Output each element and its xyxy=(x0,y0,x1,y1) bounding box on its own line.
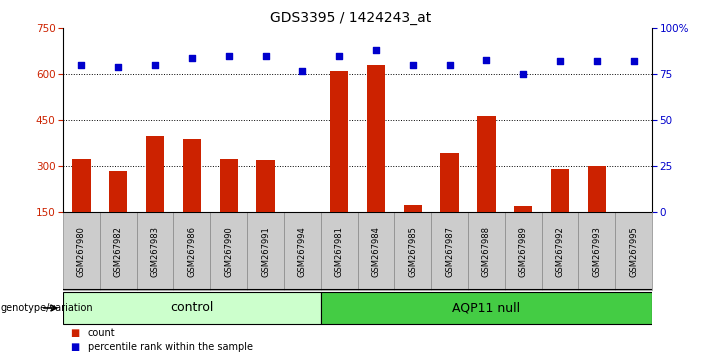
Point xyxy=(517,72,529,77)
Bar xyxy=(320,292,652,324)
Text: GSM267989: GSM267989 xyxy=(519,226,528,277)
Text: GSM267987: GSM267987 xyxy=(445,226,454,277)
Text: GSM267993: GSM267993 xyxy=(592,226,601,277)
Bar xyxy=(330,71,348,212)
Text: GSM267992: GSM267992 xyxy=(555,226,564,277)
Text: GDS3395 / 1424243_at: GDS3395 / 1424243_at xyxy=(270,11,431,25)
Point xyxy=(76,62,87,68)
Text: GSM267980: GSM267980 xyxy=(77,226,86,277)
Text: GSM267994: GSM267994 xyxy=(298,226,307,277)
Bar xyxy=(247,212,284,290)
Bar xyxy=(146,136,164,212)
Text: GSM267988: GSM267988 xyxy=(482,226,491,277)
Point xyxy=(113,64,124,70)
Text: GSM267985: GSM267985 xyxy=(408,226,417,277)
Point xyxy=(591,59,602,64)
Point xyxy=(186,55,198,61)
Text: genotype/variation: genotype/variation xyxy=(1,303,93,313)
Text: GSM267984: GSM267984 xyxy=(372,226,381,277)
Bar xyxy=(210,212,247,290)
Point xyxy=(554,59,566,64)
Point xyxy=(149,62,161,68)
Bar xyxy=(257,160,275,212)
Text: count: count xyxy=(88,328,115,338)
Bar xyxy=(63,212,100,290)
Bar xyxy=(100,212,137,290)
Bar xyxy=(440,153,458,212)
Point xyxy=(628,59,639,64)
Bar xyxy=(542,212,578,290)
Bar xyxy=(174,212,210,290)
Text: GSM267981: GSM267981 xyxy=(334,226,343,277)
Text: percentile rank within the sample: percentile rank within the sample xyxy=(88,342,252,352)
Bar xyxy=(468,212,505,290)
Bar xyxy=(587,166,606,212)
Bar xyxy=(404,205,422,212)
Text: ■: ■ xyxy=(70,328,79,338)
Text: ■: ■ xyxy=(70,342,79,352)
Text: GSM267983: GSM267983 xyxy=(151,226,160,277)
Bar xyxy=(284,212,321,290)
Bar xyxy=(183,139,201,212)
Point xyxy=(481,57,492,62)
Text: GSM267982: GSM267982 xyxy=(114,226,123,277)
Point xyxy=(370,47,381,53)
Point xyxy=(444,62,455,68)
Bar xyxy=(514,206,532,212)
Point xyxy=(260,53,271,59)
Bar xyxy=(505,212,542,290)
Bar xyxy=(72,159,90,212)
Bar xyxy=(578,212,615,290)
Bar xyxy=(358,212,394,290)
Bar xyxy=(431,212,468,290)
Text: control: control xyxy=(170,302,214,314)
Point xyxy=(223,53,234,59)
Bar xyxy=(615,212,652,290)
Bar xyxy=(367,65,385,212)
Bar xyxy=(219,159,238,212)
Text: GSM267991: GSM267991 xyxy=(261,226,270,277)
Text: GSM267995: GSM267995 xyxy=(629,226,638,277)
Bar xyxy=(109,171,128,212)
Text: AQP11 null: AQP11 null xyxy=(452,302,520,314)
Bar xyxy=(137,212,174,290)
Point xyxy=(407,62,418,68)
Text: GSM267986: GSM267986 xyxy=(187,226,196,277)
Bar xyxy=(394,212,431,290)
Bar xyxy=(63,292,320,324)
Bar xyxy=(320,212,358,290)
Text: GSM267990: GSM267990 xyxy=(224,226,233,277)
Bar xyxy=(477,116,496,212)
Point xyxy=(334,53,345,59)
Bar xyxy=(551,170,569,212)
Point xyxy=(297,68,308,74)
